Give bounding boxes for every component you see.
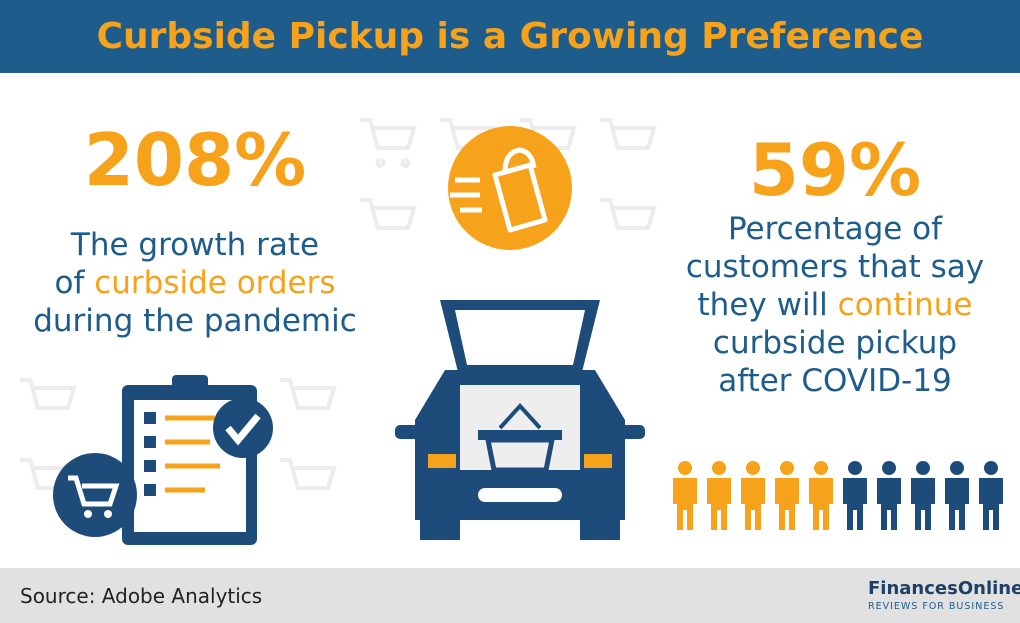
highlight-text: curbside orders [94,265,336,301]
text-line: curbside pickup [660,324,1010,362]
logo-tagline: REVIEWS FOR BUSINESS [868,601,1005,612]
text-segment: during the pandemic [33,303,357,339]
logo-text: FinancesOnline [868,578,1020,599]
text-segment: they will [697,287,838,323]
text-line: after COVID-19 [660,362,1010,400]
footer: Source: Adobe Analytics FinancesOnline R… [0,568,1020,623]
text-segment: after COVID-19 [718,363,952,399]
people-icons [673,461,1003,530]
text-segment: of [54,265,95,301]
text-line: The growth rate [5,226,385,264]
text-line: during the pandemic [5,302,385,340]
highlight-text: continue [837,287,973,323]
text-segment: customers that say [685,249,985,285]
source: Source: Adobe Analytics [20,584,263,608]
left-stat: 208% [83,118,307,202]
text-line: Percentage of [660,210,1010,248]
right-stat: 59% [748,128,922,212]
text-segment: The growth rate [70,227,320,263]
right-text: Percentage of customers that say they will… [660,210,1010,400]
text-line: they will continue [660,286,1010,324]
car-icon [395,300,645,540]
bag-icon [448,126,572,250]
left-text: The growth rate of curbside orders during … [5,226,385,340]
text-line: customers that say [660,248,1010,286]
header-title: Curbside Pickup is a Growing Preference [0,0,1020,73]
text-segment: Percentage of [727,211,943,247]
text-line: of curbside orders [5,264,385,302]
clipboard-icon [53,375,273,545]
text-segment: curbside pickup [712,325,958,361]
